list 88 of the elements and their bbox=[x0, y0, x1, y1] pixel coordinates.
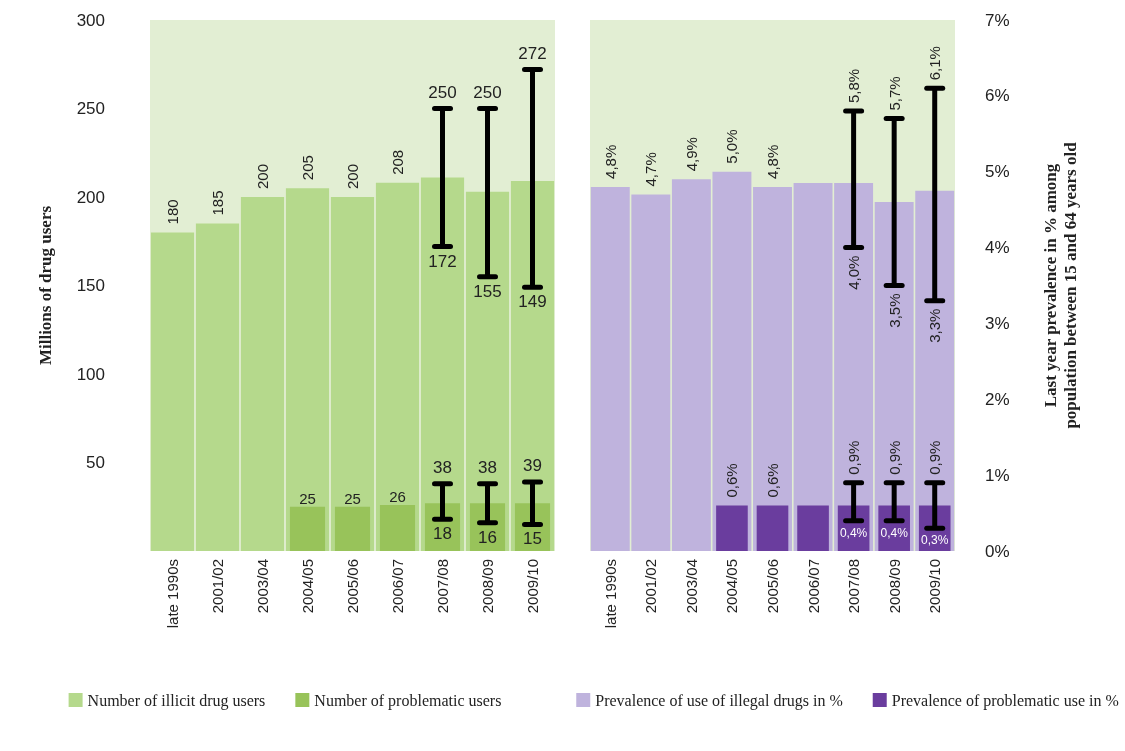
annotation: 16 bbox=[478, 527, 497, 547]
bar bbox=[240, 197, 285, 551]
annotation: 5,7% bbox=[885, 76, 903, 111]
x-tick-label: 2006/07 bbox=[804, 559, 822, 614]
data-label: 205 bbox=[299, 155, 316, 181]
data-label: 4,8% bbox=[764, 144, 781, 179]
legend-label: Number of problematic users bbox=[314, 691, 502, 710]
data-label: 180 bbox=[164, 199, 181, 225]
annotation: 0,9% bbox=[926, 440, 944, 475]
x-tick-label: 2003/04 bbox=[254, 559, 271, 614]
x-tick-label: 2005/06 bbox=[344, 559, 361, 614]
bar bbox=[289, 506, 326, 551]
annotation: 18 bbox=[433, 524, 452, 544]
y-axis-title: Millions of drug users bbox=[35, 205, 55, 366]
x-tick-label: 2005/06 bbox=[764, 559, 781, 614]
y-tick-label: 1% bbox=[985, 465, 1010, 485]
annotation: 0,9% bbox=[885, 440, 903, 475]
y-tick-label: 3% bbox=[985, 313, 1010, 333]
x-tick-label: 2007/08 bbox=[845, 559, 863, 614]
data-label: 208 bbox=[389, 149, 406, 175]
annotation: 3,3% bbox=[926, 308, 944, 343]
x-tick-label: 2004/05 bbox=[299, 559, 316, 614]
data-label: 25 bbox=[344, 490, 361, 508]
x-tick-label: 2006/07 bbox=[389, 559, 406, 614]
data-label: 0,6% bbox=[723, 463, 741, 498]
y-tick-label: 5% bbox=[985, 162, 1010, 182]
x-tick-label: 2001/02 bbox=[642, 559, 660, 614]
legend-label: Number of illicit drug users bbox=[87, 691, 266, 710]
legend-label: Prevalence of problematic use in % bbox=[891, 691, 1119, 710]
y-tick-label: 100 bbox=[76, 364, 105, 384]
x-tick-label: 2009/10 bbox=[926, 559, 944, 614]
annotation: 39 bbox=[523, 455, 542, 475]
data-label: 25 bbox=[299, 490, 316, 508]
annotation: 5,8% bbox=[845, 68, 863, 104]
annotation: 0,3% bbox=[921, 533, 949, 548]
y-tick-label: 150 bbox=[76, 276, 105, 295]
bar bbox=[379, 504, 416, 551]
annotation: 38 bbox=[433, 457, 452, 477]
annotation: 149 bbox=[518, 292, 547, 312]
y-tick-label: 7% bbox=[985, 10, 1010, 30]
annotation: 0,4% bbox=[880, 525, 909, 540]
annotation: 38 bbox=[478, 457, 497, 477]
data-label: 4,8% bbox=[601, 144, 619, 179]
legend-label: Prevalence of use of illegal drugs in % bbox=[595, 691, 843, 710]
y-tick-label: 0% bbox=[985, 541, 1010, 561]
annotation: 15 bbox=[523, 529, 542, 549]
data-label: 5,0% bbox=[723, 129, 741, 164]
bar bbox=[756, 505, 789, 551]
data-label: 0,6% bbox=[764, 463, 781, 498]
data-label: 200 bbox=[344, 163, 361, 189]
x-tick-label: late 1990s bbox=[164, 559, 181, 629]
annotation: 3,5% bbox=[885, 293, 903, 328]
annotation: 155 bbox=[473, 281, 502, 301]
y-tick-label: 6% bbox=[985, 86, 1010, 106]
annotation: 0,4% bbox=[839, 525, 868, 540]
x-tick-label: 2007/08 bbox=[434, 559, 451, 614]
data-label: 185 bbox=[209, 190, 226, 216]
y-tick-label: 250 bbox=[76, 99, 105, 118]
y-tick-label: 200 bbox=[76, 187, 105, 207]
x-tick-label: 2004/05 bbox=[723, 559, 741, 614]
y-tick-label: 50 bbox=[86, 453, 105, 472]
x-tick-label: 2008/09 bbox=[479, 559, 496, 614]
data-label: 200 bbox=[254, 163, 271, 189]
annotation: 0,9% bbox=[845, 440, 863, 475]
data-label: 4,9% bbox=[682, 137, 700, 172]
x-tick-label: 2001/02 bbox=[209, 559, 226, 614]
x-tick-label: 2009/10 bbox=[524, 559, 541, 614]
y-tick-label: 300 bbox=[76, 10, 105, 30]
bar bbox=[195, 223, 240, 551]
bar bbox=[797, 505, 829, 551]
bar bbox=[753, 186, 792, 551]
annotation: 6,1% bbox=[926, 46, 944, 81]
bar bbox=[150, 232, 195, 551]
x-tick-label: 2008/09 bbox=[885, 559, 903, 614]
y-tick-label: 2% bbox=[985, 389, 1010, 409]
annotation: 272 bbox=[518, 43, 547, 63]
x-tick-label: 2003/04 bbox=[682, 559, 700, 614]
bar bbox=[334, 506, 371, 551]
x-tick-label: late 1990s bbox=[601, 559, 619, 629]
annotation: 4,0% bbox=[845, 255, 863, 290]
data-label: 26 bbox=[389, 488, 406, 506]
annotation: 250 bbox=[473, 82, 502, 102]
y-axis-title: Last year prevalence in % among population between 15 and 64 years old bbox=[1040, 141, 1080, 429]
annotation: 172 bbox=[428, 251, 457, 271]
data-label: 4,7% bbox=[642, 152, 660, 187]
y-tick-label: 4% bbox=[985, 238, 1010, 258]
annotation: 250 bbox=[428, 82, 457, 102]
bar bbox=[716, 505, 748, 551]
